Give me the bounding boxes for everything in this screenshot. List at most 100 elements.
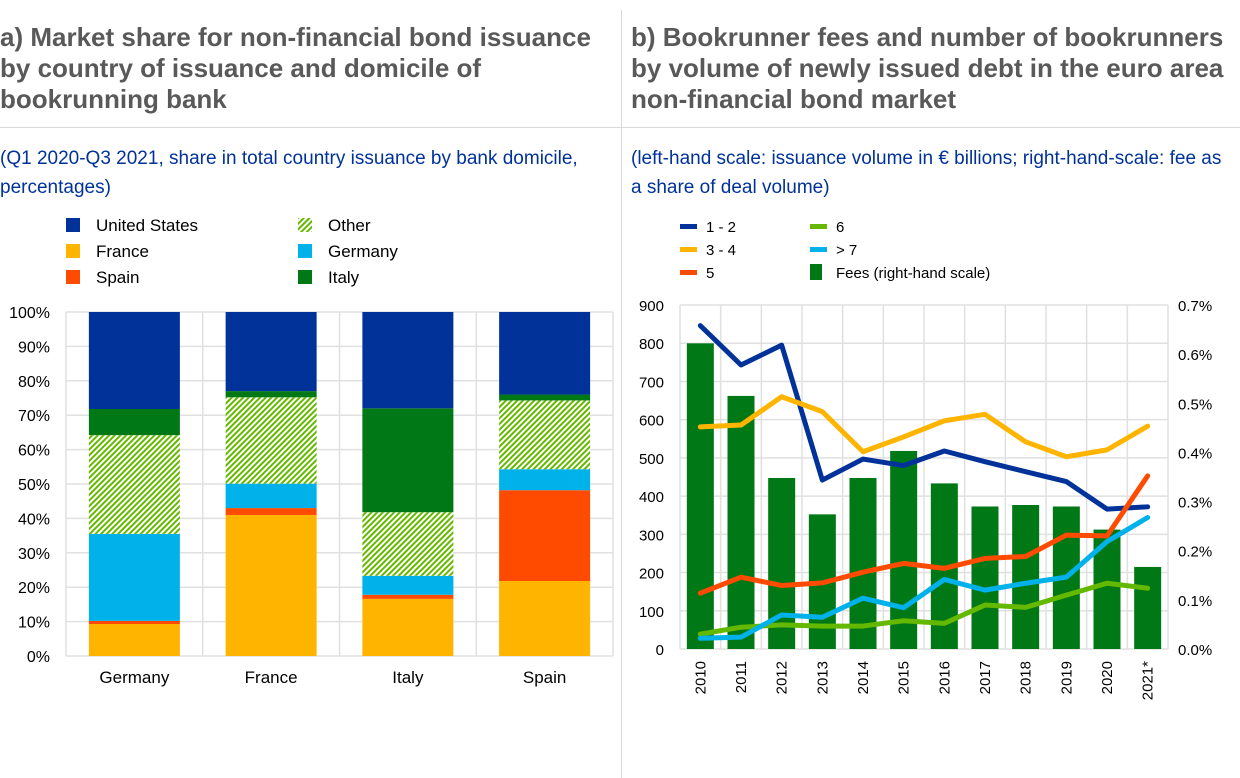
fee-bar-2018 [1012, 505, 1040, 649]
fee-bar-2021 [1134, 566, 1162, 649]
x-tick-label: Italy [392, 668, 424, 687]
bar-segment-france-italy [225, 391, 317, 398]
legend-item-5: 5 [680, 265, 714, 282]
bar-segment-italy-spain [362, 594, 454, 599]
x-tick-label: 2016 [936, 661, 953, 694]
y2-tick-label: 0.3% [1178, 495, 1212, 512]
legend-label: United States [96, 216, 198, 235]
fee-bar-2011 [727, 395, 755, 649]
series-line-5 [697, 473, 1151, 596]
legend-swatch [810, 247, 827, 252]
y-tick-label: 20% [18, 580, 50, 597]
bar-segment-italy-united-states [362, 312, 454, 409]
bar-segment-spain-other [499, 400, 591, 470]
legend-label: Germany [328, 242, 398, 261]
legend-swatch [298, 244, 312, 258]
legend-label: 5 [706, 265, 714, 282]
bar-segment-france-france [225, 514, 317, 656]
market-share-chart: 0% 10% 20% 30% 40% 50% 60% 70% 80% 90% 100% German… [9, 216, 614, 687]
y-tick-label: 300 [639, 527, 664, 544]
y-tick-label: 900 [639, 298, 664, 315]
legend-item-fees-right-hand-scale: Fees (right-hand scale) [810, 264, 990, 282]
bar-segment-germany-spain [88, 620, 180, 625]
x-tick-label: 2015 [896, 661, 913, 694]
legend-item-germany: Germany [298, 242, 398, 261]
x-tick-label: 2010 [692, 661, 709, 694]
bar-segment-germany-other [88, 435, 180, 534]
header-divider [0, 127, 1240, 128]
y-tick-label: 40% [18, 511, 50, 528]
x-tick-label: 2013 [814, 661, 831, 694]
legend-label: Fees (right-hand scale) [836, 265, 990, 282]
x-tick-label: 2021* [1140, 661, 1157, 700]
bar-segment-italy-italy [362, 408, 454, 513]
legend-item-7: > 7 [810, 242, 857, 259]
panel-b-title: b) Bookrunner fees and number of bookrun… [631, 22, 1224, 114]
y-tick-label: 600 [639, 413, 664, 430]
bar-segment-france-spain [225, 508, 317, 515]
y-tick-label: 80% [18, 374, 50, 391]
y2-tick-label: 0.4% [1178, 445, 1212, 462]
bar-segment-france-germany [225, 483, 317, 509]
y2-tick-label: 0.7% [1178, 298, 1212, 315]
y-tick-label: 0% [27, 649, 50, 666]
y-tick-label: 90% [18, 339, 50, 356]
y2-tick-label: 0.5% [1178, 396, 1212, 413]
panel-a-title: a) Market share for non-financial bond i… [0, 22, 591, 114]
x-tick-label: Germany [99, 668, 169, 687]
y-tick-label: 100 [639, 604, 664, 621]
y-tick-label: 0 [656, 642, 664, 659]
fee-bar-2019 [1052, 506, 1080, 649]
fee-bar-2015 [890, 450, 918, 649]
fee-bar-2017 [971, 506, 999, 649]
legend-swatch [298, 218, 312, 232]
bar-segment-germany-france [88, 624, 180, 656]
panel-b-subtitle: (left-hand scale: issuance volume in € b… [631, 148, 1222, 198]
y-tick-label: 400 [639, 489, 664, 506]
y-tick-label: 200 [639, 566, 664, 583]
legend-label: 3 - 4 [706, 242, 736, 259]
fee-bar-2016 [930, 483, 958, 649]
x-tick-label: 2011 [733, 661, 750, 693]
bar-segment-spain-germany [499, 469, 591, 491]
y-tick-label: 10% [18, 615, 50, 632]
bar-segment-germany-germany [88, 533, 180, 621]
y-tick-label: 70% [18, 408, 50, 425]
legend-swatch [66, 270, 80, 284]
legend-item-1-2: 1 - 2 [680, 219, 736, 236]
bar-segment-france-united-states [225, 312, 317, 392]
legend-label: 1 - 2 [706, 219, 736, 236]
x-tick-label: 2014 [855, 661, 872, 694]
y-tick-label: 30% [18, 546, 50, 563]
legend-label: Spain [96, 268, 139, 287]
bar-segment-italy-france [362, 598, 454, 656]
series-line-1-2 [697, 323, 1151, 512]
legend-item-france: France [66, 242, 149, 261]
bar-segment-germany-united-states [88, 312, 180, 410]
series-line-7 [697, 515, 1151, 641]
bar-segment-italy-germany [362, 575, 454, 595]
legend-item-italy: Italy [298, 268, 360, 287]
bar-segment-italy-other [362, 512, 454, 576]
x-tick-label: 2017 [977, 661, 994, 694]
y-tick-label: 800 [639, 336, 664, 353]
legend-swatch [66, 218, 80, 232]
y2-tick-label: 0.2% [1178, 544, 1212, 561]
legend-label: 6 [836, 219, 844, 236]
fee-bar-2013 [808, 514, 836, 649]
legend-item-other: Other [298, 216, 371, 235]
legend-label: Other [328, 216, 371, 235]
bar-segment-spain-united-states [499, 312, 591, 395]
y-tick-label: 60% [18, 443, 50, 460]
bar-segment-spain-spain [499, 490, 591, 582]
bar-segment-spain-france [499, 581, 591, 656]
x-tick-label: Spain [523, 668, 566, 687]
fee-bar-2014 [849, 477, 877, 649]
legend-item-3-4: 3 - 4 [680, 242, 736, 259]
series-line-6 [697, 580, 1151, 637]
y-tick-label: 700 [639, 374, 664, 391]
y-tick-label: 50% [18, 477, 50, 494]
bar-segment-spain-italy [499, 394, 591, 401]
panel-a-subtitle: (Q1 2020-Q3 2021, share in total country… [0, 148, 578, 198]
y2-tick-label: 0.0% [1178, 642, 1212, 659]
